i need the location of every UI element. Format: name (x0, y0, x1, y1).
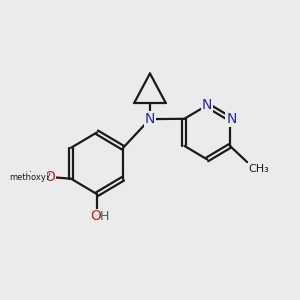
Text: methoxy: methoxy (11, 171, 51, 180)
Text: methoxy: methoxy (9, 173, 46, 182)
Text: O: O (90, 209, 101, 223)
Text: H: H (100, 210, 109, 223)
Text: N: N (226, 112, 236, 126)
Text: CH₃: CH₃ (248, 164, 269, 173)
Text: O: O (44, 170, 55, 184)
Text: N: N (145, 112, 155, 126)
Text: N: N (202, 98, 212, 112)
